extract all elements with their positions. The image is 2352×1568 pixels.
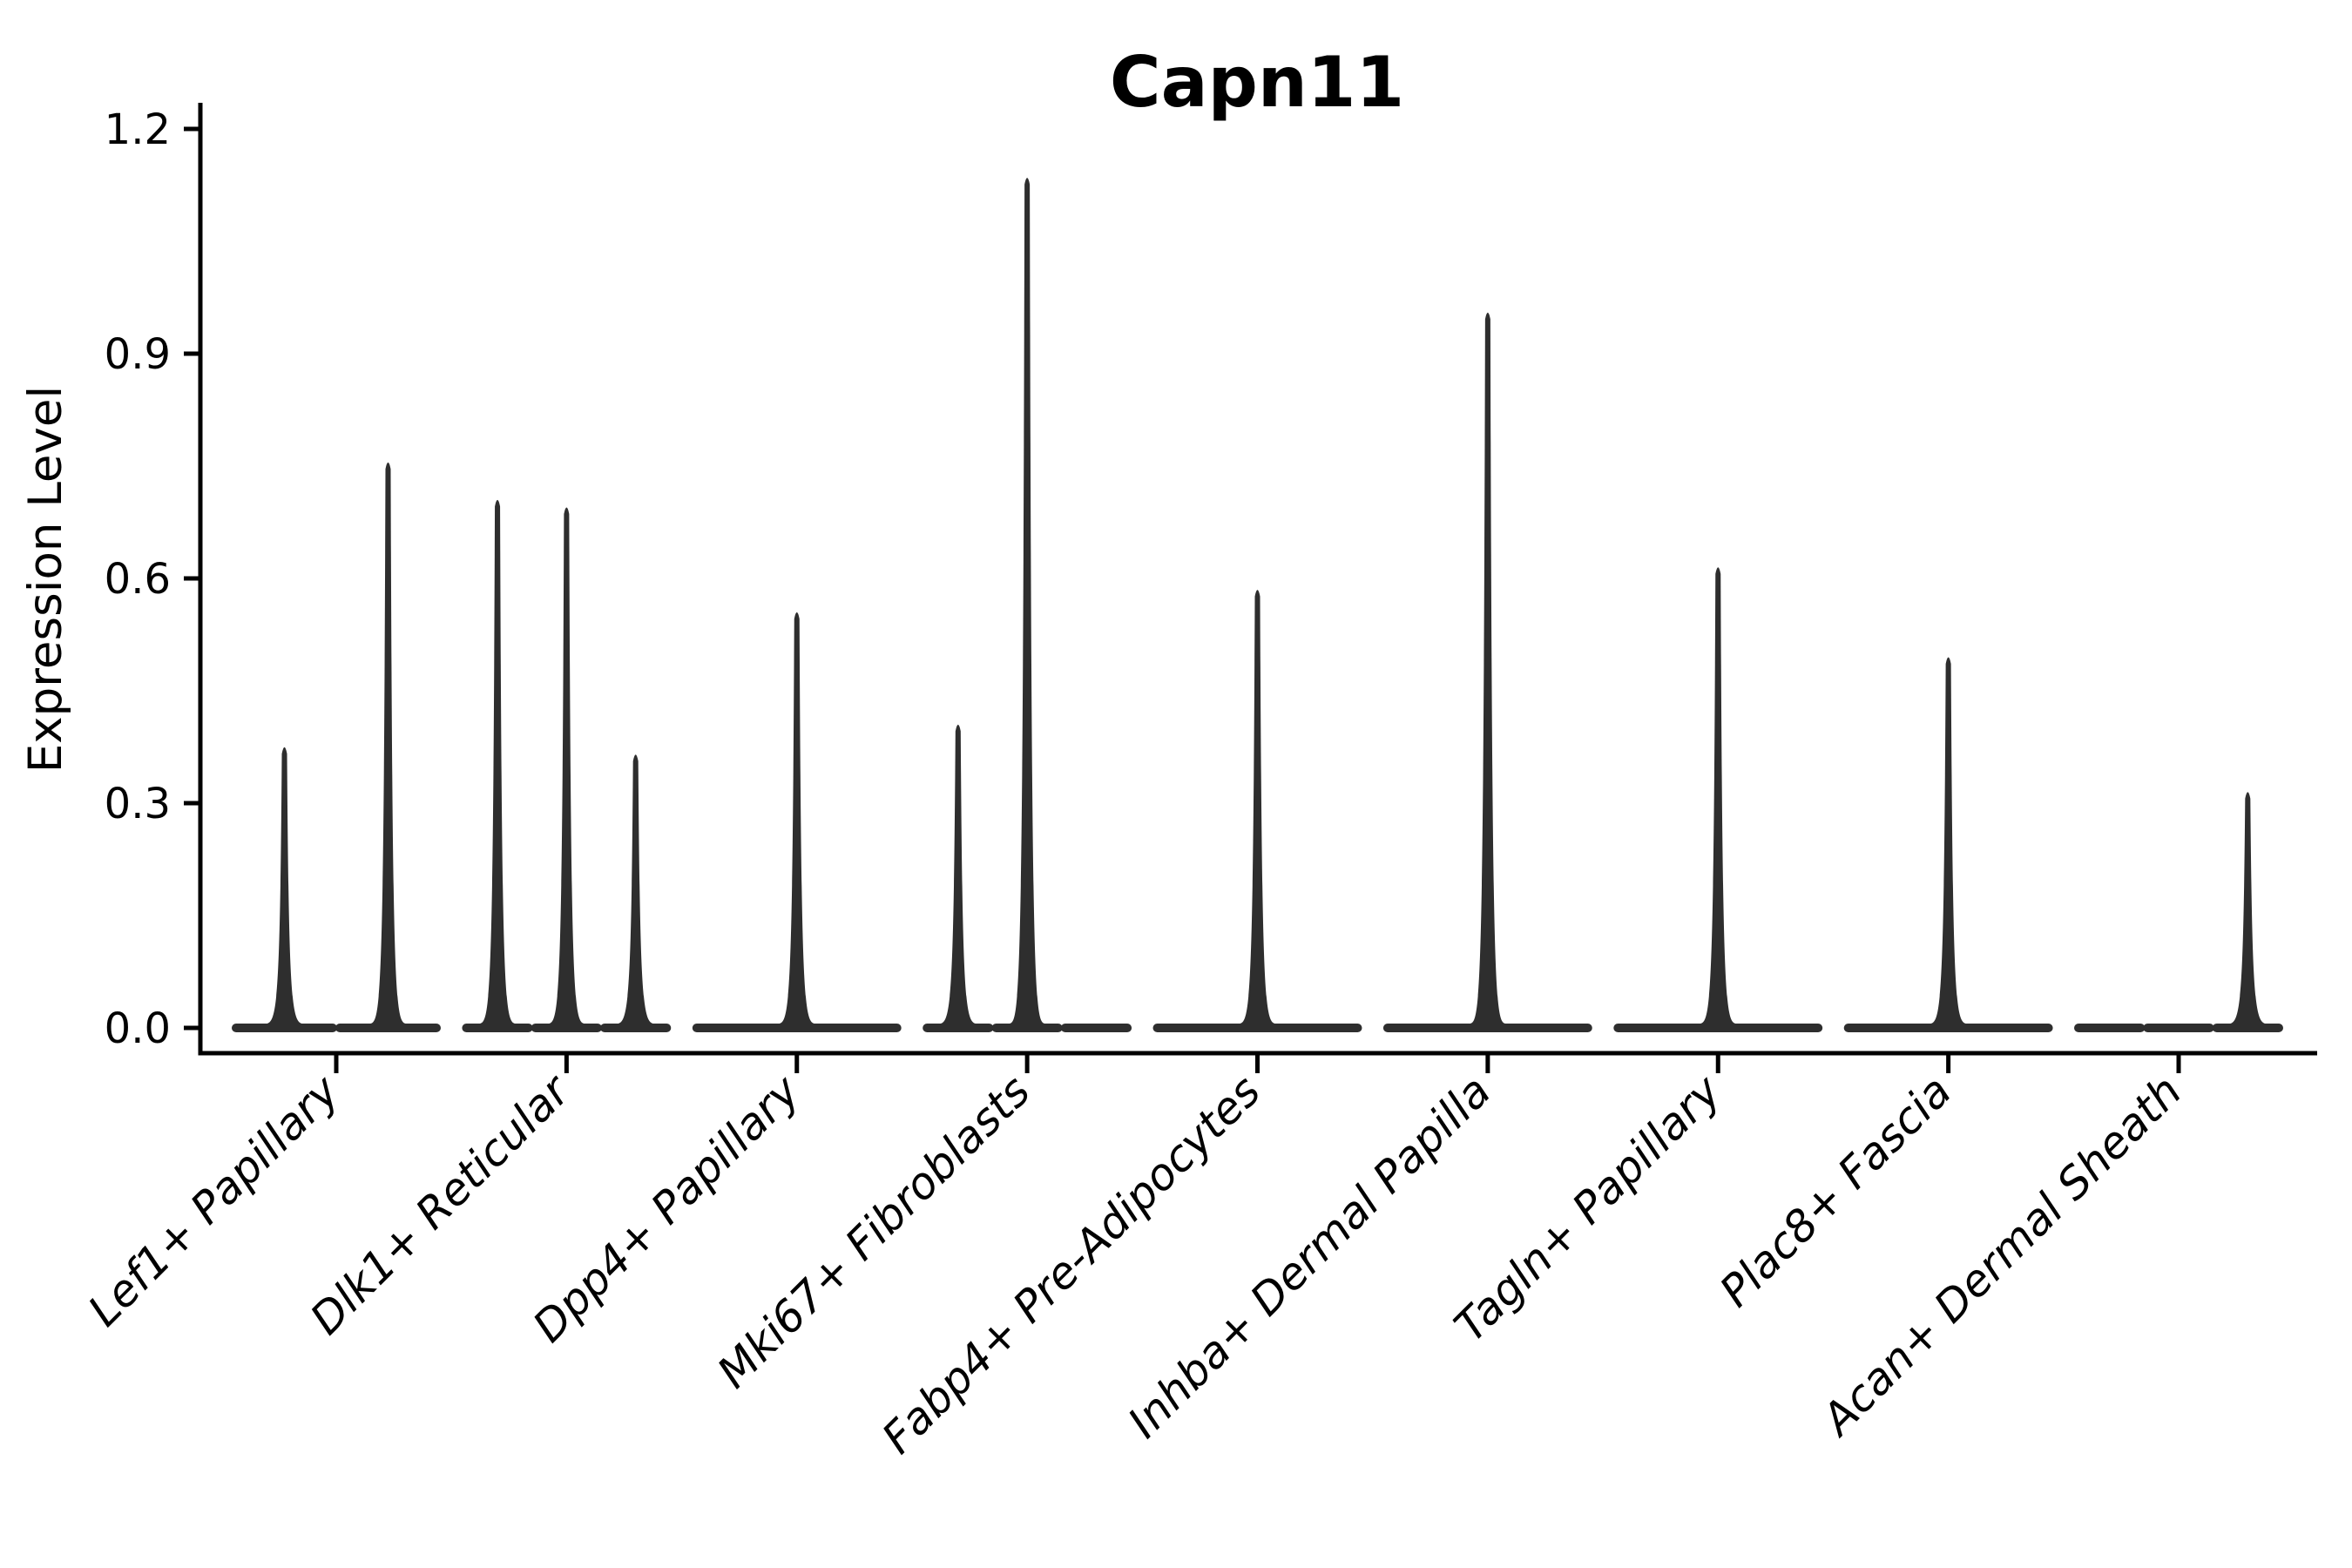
violin-spike (1700, 567, 1736, 1030)
violin-spike (267, 747, 302, 1030)
y-tick-label: 0.6 (105, 555, 171, 604)
violin-spike (940, 724, 976, 1030)
x-tick-label: Fabp4+ Pre-Adipocytes (872, 1065, 1270, 1463)
y-tick-label: 0.9 (105, 330, 171, 379)
x-tick-label: Inhba+ Dermal Papilla (1119, 1065, 1500, 1447)
violin-spike (2230, 792, 2266, 1030)
x-tick-label: Lef1+ Papillary (78, 1064, 349, 1335)
violin-spike (1470, 312, 1505, 1030)
y-tick-label: 1.2 (105, 105, 171, 154)
y-tick-label: 0.3 (105, 780, 171, 828)
violin-spike (549, 507, 585, 1030)
violin-spike (779, 612, 814, 1030)
x-tick-label: Plac8+ Fascia (1710, 1065, 1961, 1316)
violin-spike (480, 499, 516, 1030)
violin-spike (618, 754, 653, 1030)
violin-spike (1240, 590, 1275, 1030)
y-axis-label: Expression Level (19, 386, 72, 773)
y-tick-label: 0.0 (105, 1004, 171, 1053)
violin-spike (1010, 178, 1045, 1031)
violins-layer (232, 178, 2283, 1032)
violin-spike (1930, 657, 1966, 1030)
violin-spike (370, 462, 406, 1030)
chart-title: Capn11 (1110, 42, 1404, 123)
